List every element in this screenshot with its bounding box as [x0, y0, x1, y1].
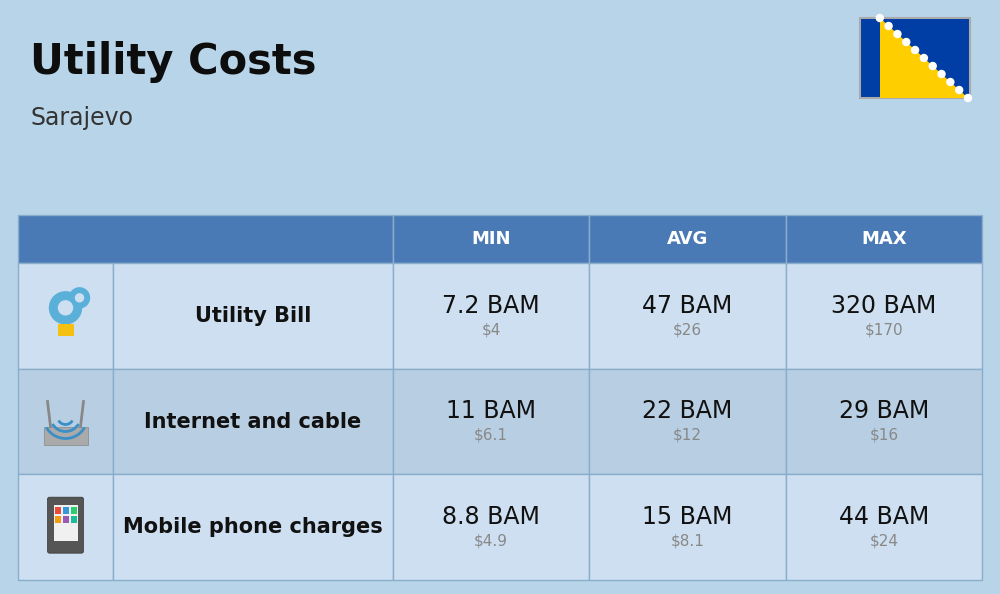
Text: $4: $4: [481, 323, 501, 337]
Bar: [786, 475, 982, 580]
Text: $24: $24: [869, 533, 898, 549]
Text: 47 BAM: 47 BAM: [642, 294, 733, 318]
Bar: [58, 324, 74, 336]
Text: Sarajevo: Sarajevo: [30, 106, 133, 130]
Bar: [54, 505, 78, 541]
Bar: [786, 369, 982, 475]
Bar: [589, 215, 786, 263]
Bar: [393, 369, 589, 475]
Bar: [54, 516, 60, 523]
Text: 44 BAM: 44 BAM: [839, 505, 929, 529]
Text: $170: $170: [865, 323, 903, 337]
Circle shape: [70, 288, 90, 308]
Circle shape: [929, 62, 936, 69]
Bar: [18, 215, 393, 263]
Bar: [18, 369, 113, 475]
Text: Utility Costs: Utility Costs: [30, 41, 316, 83]
Circle shape: [894, 30, 901, 37]
Circle shape: [903, 39, 910, 46]
Text: 22 BAM: 22 BAM: [642, 400, 733, 424]
Bar: [70, 516, 76, 523]
Text: Utility Bill: Utility Bill: [195, 306, 311, 326]
Bar: [62, 516, 68, 523]
Bar: [18, 475, 113, 580]
Bar: [589, 369, 786, 475]
Bar: [113, 263, 393, 369]
Text: AVG: AVG: [667, 230, 708, 248]
Text: $4.9: $4.9: [474, 533, 508, 549]
Bar: [113, 475, 393, 580]
Circle shape: [885, 23, 892, 30]
Bar: [393, 475, 589, 580]
Bar: [70, 507, 76, 514]
Text: Mobile phone charges: Mobile phone charges: [123, 517, 383, 537]
Bar: [786, 215, 982, 263]
Circle shape: [876, 14, 883, 21]
Bar: [589, 475, 786, 580]
Text: MIN: MIN: [471, 230, 511, 248]
Text: 7.2 BAM: 7.2 BAM: [442, 294, 540, 318]
FancyBboxPatch shape: [48, 497, 84, 553]
Text: MAX: MAX: [861, 230, 907, 248]
Text: Internet and cable: Internet and cable: [144, 412, 362, 431]
Circle shape: [956, 87, 963, 93]
Bar: [62, 507, 68, 514]
Text: 11 BAM: 11 BAM: [446, 400, 536, 424]
Circle shape: [58, 301, 72, 315]
Circle shape: [50, 292, 82, 324]
Polygon shape: [880, 18, 968, 98]
Text: $12: $12: [673, 428, 702, 443]
Text: $6.1: $6.1: [474, 428, 508, 443]
Bar: [54, 507, 60, 514]
Text: 320 BAM: 320 BAM: [831, 294, 936, 318]
Circle shape: [912, 46, 919, 53]
Text: 29 BAM: 29 BAM: [839, 400, 929, 424]
Bar: [393, 263, 589, 369]
Bar: [786, 263, 982, 369]
Text: 15 BAM: 15 BAM: [642, 505, 733, 529]
Bar: [18, 263, 113, 369]
Bar: [860, 18, 970, 98]
Text: $26: $26: [673, 323, 702, 337]
Text: 8.8 BAM: 8.8 BAM: [442, 505, 540, 529]
Circle shape: [920, 55, 927, 62]
Circle shape: [938, 71, 945, 77]
Circle shape: [76, 294, 84, 302]
Circle shape: [964, 94, 972, 102]
Bar: [44, 426, 88, 444]
Bar: [113, 369, 393, 475]
Circle shape: [947, 78, 954, 86]
Text: $16: $16: [869, 428, 898, 443]
Bar: [589, 263, 786, 369]
Bar: [393, 215, 589, 263]
Text: $8.1: $8.1: [671, 533, 704, 549]
